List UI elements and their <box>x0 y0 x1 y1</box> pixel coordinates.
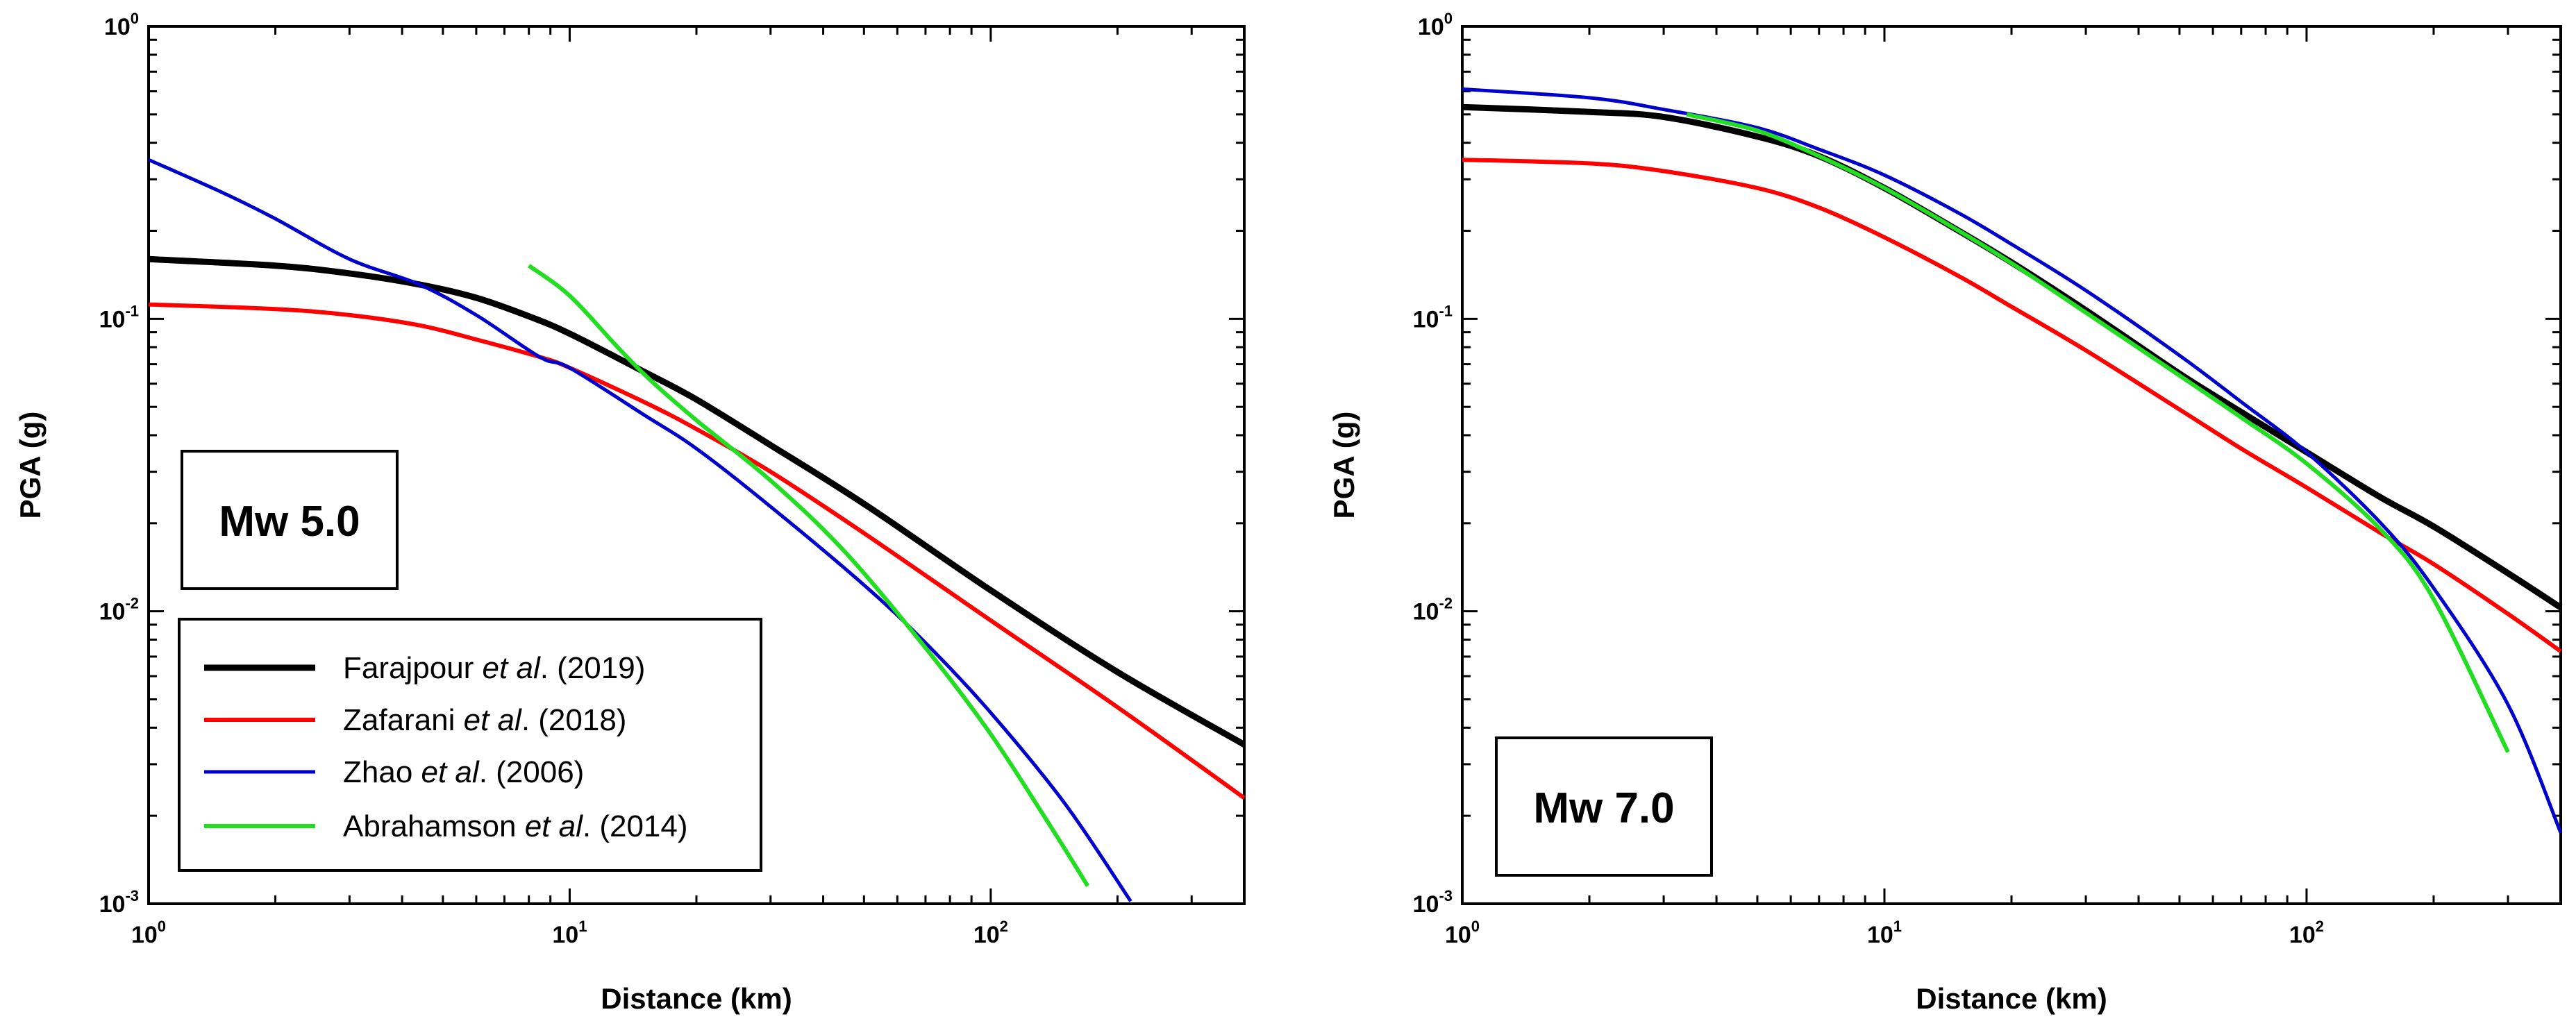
y-tick-label: 100 <box>104 10 139 40</box>
x-tick-label: 100 <box>131 918 166 948</box>
series-line <box>527 264 1090 887</box>
y-tick-label: 10-2 <box>99 595 139 625</box>
y-tick-label: 10-1 <box>1413 302 1453 332</box>
legend-entry: Zhao et al. (2006) <box>204 755 584 789</box>
y-tick-label: 10-1 <box>99 302 139 332</box>
legend-entry: Abrahamson et al. (2014) <box>204 809 688 843</box>
legend-entry: Zafarani et al. (2018) <box>204 703 626 737</box>
series-line <box>148 255 1246 748</box>
magnitude-label: Mw 7.0 <box>1533 784 1674 832</box>
y-axis-title: PGA (g) <box>14 412 47 519</box>
y-tick-label: 10-2 <box>1413 595 1453 625</box>
magnitude-label: Mw 5.0 <box>219 498 360 546</box>
magnitude-annotation: Mw 7.0 <box>1495 736 1713 877</box>
x-tick-label: 102 <box>973 918 1008 948</box>
series-lines <box>147 158 1246 902</box>
y-axis-title: PGA (g) <box>1328 412 1360 519</box>
x-axis-title: Distance (km) <box>1916 982 2107 1015</box>
x-tick-label: 101 <box>552 918 587 948</box>
legend-label: Zafarani et al. (2018) <box>343 703 626 737</box>
axis-ticks <box>147 25 1246 905</box>
x-axis-title: Distance (km) <box>601 982 792 1015</box>
legend-label: Farajpour et al. (2019) <box>343 651 645 685</box>
x-tick-label: 100 <box>1445 918 1480 948</box>
legend-entry: Farajpour et al. (2019) <box>204 651 645 685</box>
x-tick-labels: 100 101 102 <box>1445 918 2324 948</box>
legend: Farajpour et al. (2019) Zafarani et al. … <box>178 618 762 872</box>
y-tick-label: 10-3 <box>99 887 139 918</box>
series-lines <box>1462 87 2563 834</box>
series-line <box>148 302 1246 800</box>
y-tick-label: 100 <box>1418 10 1453 40</box>
y-tick-labels: 10-3 10-2 10-1 100 <box>1413 10 1453 918</box>
legend-label: Zhao et al. (2006) <box>343 755 584 789</box>
x-tick-label: 101 <box>1867 918 1902 948</box>
series-line <box>147 158 1132 902</box>
series-line <box>1686 112 2510 753</box>
x-tick-label: 102 <box>2289 918 2324 948</box>
legend-label: Abrahamson et al. (2014) <box>343 809 688 843</box>
y-tick-label: 10-3 <box>1413 887 1453 918</box>
y-tick-labels: 10-3 10-2 10-1 100 <box>99 10 139 918</box>
x-tick-labels: 100 101 102 <box>131 918 1008 948</box>
magnitude-annotation: Mw 5.0 <box>181 450 399 590</box>
